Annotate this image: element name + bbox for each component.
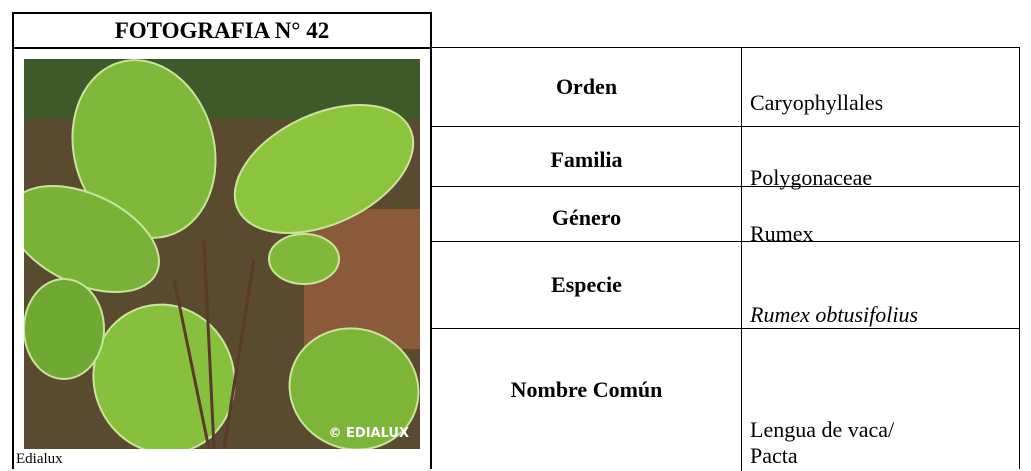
photo-title: FOTOGRAFIA N° 42 xyxy=(14,14,430,49)
value-text: Rumex obtusifolius xyxy=(750,302,919,327)
table-row: Familia Polygonaceae xyxy=(432,126,1019,190)
table-row: Género Rumex xyxy=(432,186,1019,246)
row-label: Nombre Común xyxy=(510,377,663,402)
row-label: Género xyxy=(551,205,622,230)
photo-panel: FOTOGRAFIA N° 42 © EDIALUX Edialux xyxy=(12,12,432,469)
row-value: Polygonaceae xyxy=(741,127,1019,190)
value-text: Caryophyllales xyxy=(750,90,884,115)
value-text: Lengua de vaca/Pacta xyxy=(750,417,894,469)
row-value: Rumex xyxy=(741,187,1019,246)
row-value: Rumex obtusifolius xyxy=(741,242,1019,329)
value-line: Pacta xyxy=(750,443,798,468)
value-text: Polygonaceae xyxy=(750,165,873,190)
table-row: Especie Rumex obtusifolius xyxy=(432,241,1019,329)
value-line: Lengua de vaca/ xyxy=(750,417,895,442)
row-label: Orden xyxy=(555,74,618,99)
taxonomy-table: Orden Caryophyllales Familia Polygonaceae Gé… xyxy=(431,47,1020,471)
photo-caption: Edialux xyxy=(16,451,63,467)
table-row: Nombre Común Lengua de vaca/Pacta xyxy=(432,328,1019,471)
row-label: Especie xyxy=(551,272,622,297)
table-row: Orden Caryophyllales xyxy=(432,48,1019,126)
row-label: Familia xyxy=(550,147,623,172)
watermark: © EDIALUX xyxy=(329,426,410,441)
plant-photo: © EDIALUX xyxy=(24,59,420,449)
row-value: Caryophyllales xyxy=(741,48,1019,126)
row-value: Lengua de vaca/Pacta xyxy=(741,329,1019,471)
